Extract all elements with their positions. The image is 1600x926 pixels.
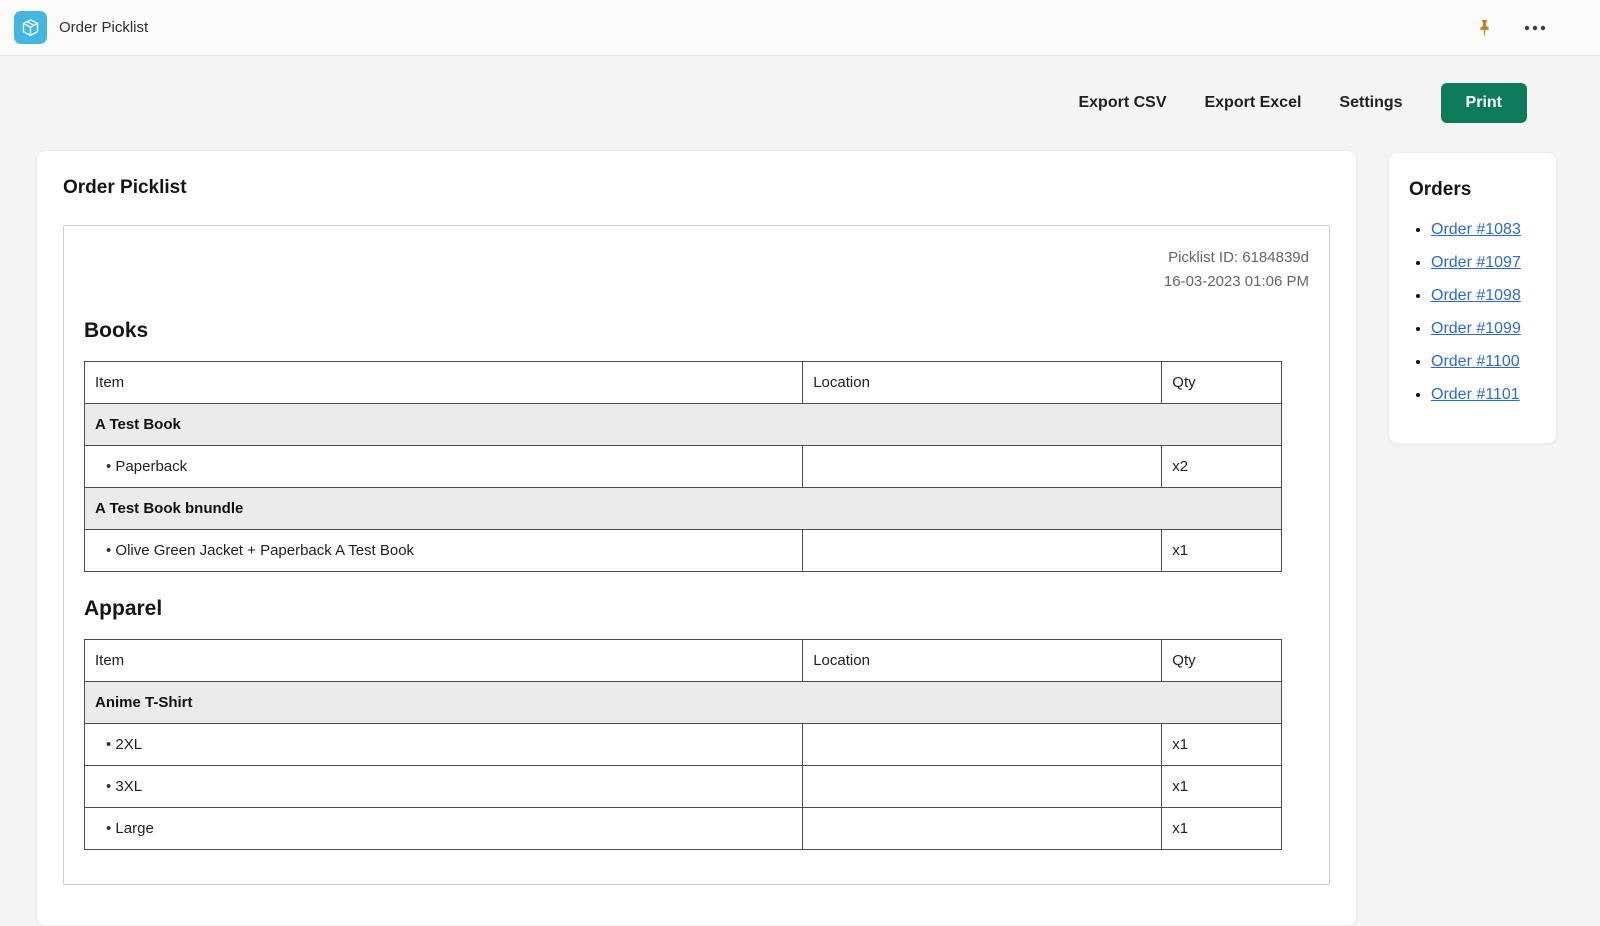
package-box-icon bbox=[14, 11, 47, 44]
picklist-card: Order Picklist Picklist ID: 6184839d 16-… bbox=[36, 150, 1357, 926]
order-link[interactable]: Order #1101 bbox=[1431, 386, 1520, 403]
product-name-cell: A Test Book bnundle bbox=[84, 487, 1282, 530]
order-link[interactable]: Order #1100 bbox=[1431, 353, 1520, 370]
picklist-meta: Picklist ID: 6184839d 16-03-2023 01:06 P… bbox=[84, 246, 1309, 294]
order-list-item: Order #1083 bbox=[1431, 221, 1536, 239]
picklist-card-title: Order Picklist bbox=[63, 177, 187, 198]
variant-label: Olive Green Jacket + Paperback A Test Bo… bbox=[106, 542, 414, 559]
table-header-row: Item Location Qty bbox=[83, 361, 1282, 404]
variant-location-cell bbox=[802, 723, 1163, 766]
content-area: Order Picklist Picklist ID: 6184839d 16-… bbox=[0, 125, 1600, 926]
print-button[interactable]: Print bbox=[1440, 83, 1527, 123]
variant-label: Large bbox=[106, 820, 154, 837]
variant-row: 2XL x1 bbox=[83, 723, 1282, 766]
order-link[interactable]: Order #1099 bbox=[1431, 320, 1521, 337]
topbar-actions bbox=[1473, 16, 1548, 39]
variant-location-cell bbox=[802, 445, 1163, 488]
variant-item-cell: 3XL bbox=[83, 765, 804, 808]
variant-row: Large x1 bbox=[83, 807, 1282, 850]
column-header: Location bbox=[802, 639, 1163, 682]
picklist-date: 16-03-2023 01:06 PM bbox=[1163, 273, 1309, 290]
variant-item-cell: 2XL bbox=[83, 723, 804, 766]
variant-location-cell bbox=[802, 765, 1163, 808]
variant-qty-cell: x2 bbox=[1161, 445, 1282, 488]
order-list-item: Order #1098 bbox=[1431, 287, 1536, 305]
variant-label: 3XL bbox=[106, 778, 142, 795]
order-link[interactable]: Order #1097 bbox=[1431, 254, 1521, 271]
product-group-row: A Test Book bbox=[84, 403, 1282, 446]
order-link[interactable]: Order #1083 bbox=[1431, 221, 1521, 238]
variant-item-cell: Large bbox=[83, 807, 804, 850]
column-header: Qty bbox=[1161, 639, 1282, 682]
variant-row: 3XL x1 bbox=[83, 765, 1282, 808]
export-csv-button[interactable]: Export CSV bbox=[1078, 90, 1166, 116]
ellipsis-icon[interactable] bbox=[1522, 23, 1548, 33]
order-link[interactable]: Order #1098 bbox=[1431, 287, 1521, 304]
variant-qty-cell: x1 bbox=[1161, 723, 1282, 766]
variant-item-cell: Olive Green Jacket + Paperback A Test Bo… bbox=[83, 529, 804, 572]
variant-label: 2XL bbox=[106, 736, 142, 753]
order-list-item: Order #1100 bbox=[1431, 353, 1536, 371]
topbar: Order Picklist bbox=[0, 0, 1600, 56]
export-excel-button[interactable]: Export Excel bbox=[1204, 90, 1301, 116]
orders-panel-title: Orders bbox=[1409, 179, 1472, 200]
app-title: Order Picklist bbox=[59, 19, 149, 36]
variant-row: Olive Green Jacket + Paperback A Test Bo… bbox=[83, 529, 1282, 572]
picklist-document: Picklist ID: 6184839d 16-03-2023 01:06 P… bbox=[63, 225, 1330, 885]
orders-list: Order #1083 Order #1097 Order #1098 Order #… bbox=[1409, 221, 1536, 404]
variant-qty-cell: x1 bbox=[1161, 807, 1282, 850]
product-name-cell: Anime T-Shirt bbox=[84, 681, 1282, 724]
variant-qty-cell: x1 bbox=[1161, 765, 1282, 808]
column-header: Qty bbox=[1161, 361, 1282, 404]
pushpin-icon[interactable] bbox=[1473, 16, 1496, 39]
section-heading: Books bbox=[84, 319, 149, 342]
column-header: Location bbox=[802, 361, 1163, 404]
variant-row: Paperback x2 bbox=[83, 445, 1282, 488]
column-header: Item bbox=[83, 639, 804, 682]
order-list-item: Order #1099 bbox=[1431, 320, 1536, 338]
table-header-row: Item Location Qty bbox=[83, 639, 1282, 682]
product-name-cell: A Test Book bbox=[84, 403, 1282, 446]
orders-panel: Orders Order #1083 Order #1097 Order #1098… bbox=[1388, 152, 1557, 444]
variant-location-cell bbox=[802, 807, 1163, 850]
variant-label: Paperback bbox=[106, 458, 187, 475]
order-list-item: Order #1101 bbox=[1431, 386, 1536, 404]
variant-item-cell: Paperback bbox=[83, 445, 804, 488]
variant-qty-cell: x1 bbox=[1161, 529, 1282, 572]
topbar-app-identity: Order Picklist bbox=[14, 11, 148, 44]
product-group-row: A Test Book bnundle bbox=[84, 487, 1282, 530]
picklist-id: Picklist ID: 6184839d bbox=[1168, 249, 1309, 266]
toolbar: Export CSV Export Excel Settings Print bbox=[0, 81, 1600, 125]
variant-location-cell bbox=[802, 529, 1163, 572]
settings-button[interactable]: Settings bbox=[1339, 90, 1402, 116]
section-heading: Apparel bbox=[84, 597, 163, 620]
column-header: Item bbox=[83, 361, 804, 404]
product-group-row: Anime T-Shirt bbox=[84, 681, 1282, 724]
order-list-item: Order #1097 bbox=[1431, 254, 1536, 272]
